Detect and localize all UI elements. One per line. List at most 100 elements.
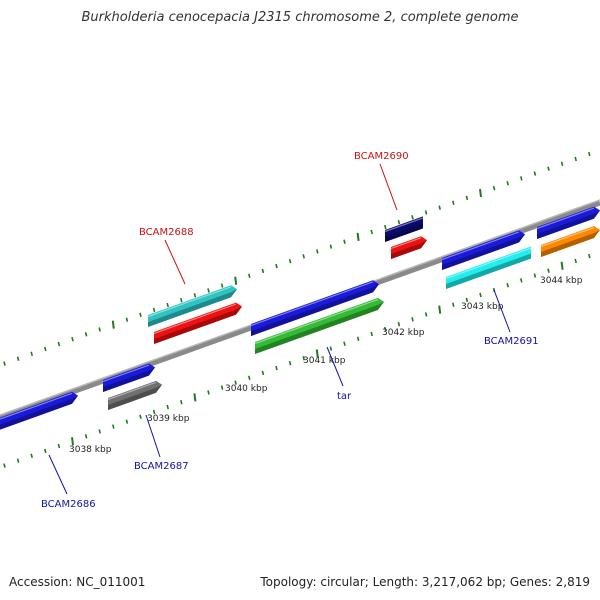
lower-tick [275,365,278,371]
lower-tick [207,390,210,395]
gene-shade [391,240,427,259]
upper-tick [329,244,333,249]
lower-tick [452,302,455,307]
gene-label[interactable]: tar [337,391,352,402]
upper-tick [111,320,115,329]
gene-highlight [107,381,157,401]
upper-tick [384,224,387,230]
gene-shade [103,367,155,392]
lower-tick [288,361,292,366]
upper-tick [452,200,455,205]
lower-tick [302,356,305,361]
gene-highlight [441,231,520,261]
gene-shade [446,252,531,289]
gene-arrow-g1 [0,391,78,430]
gene-arrow-g2 [102,363,155,392]
lower-tick [343,341,346,346]
map-title: Burkholderia cenocepacia J2315 chromosom… [81,10,519,25]
lower-tick [465,297,469,303]
upper-tick [411,215,414,220]
kbp-label: 3044 kbp [540,276,583,286]
lower-tick [125,419,129,424]
gene-shade [251,284,379,336]
upper-tick [220,283,224,288]
lower-tick [193,393,197,402]
lower-tick [506,283,509,288]
upper-tick [152,307,156,313]
upper-tick [397,220,401,225]
lower-tick [180,400,183,405]
gene-arrow-g13 [540,226,600,257]
gene-label[interactable]: BCAM2686 [41,499,96,510]
lower-tick [560,261,564,270]
label-connector [379,163,398,211]
upper-tick [492,185,496,191]
upper-tick [193,293,197,298]
gene-label[interactable]: BCAM2688 [139,227,194,238]
upper-tick [139,312,142,318]
gene-highlight [540,226,595,248]
lower-tick [57,443,61,449]
upper-tick [84,332,88,337]
kbp-label: 3038 kbp [69,445,112,455]
lower-tick [520,278,523,283]
upper-tick [574,156,577,162]
gene-arrow-g4 [147,285,237,327]
label-connectors [48,163,511,495]
upper-tick [234,276,238,285]
gene-highlight [147,286,232,318]
upper-tick [288,259,292,264]
upper-tick [343,239,346,244]
lower-tick [112,424,115,429]
upper-tick [125,317,129,322]
genome-summary: Topology: circular; Length: 3,217,062 bp… [260,575,590,589]
kbp-label: 3039 kbp [147,414,190,424]
gene-highlight [250,281,374,327]
upper-tick [547,166,550,171]
lower-tick [261,370,265,376]
gene-features [0,206,600,430]
kbp-label: 3042 kbp [382,328,425,338]
lower-tick [84,434,88,439]
gene-shade [255,301,384,354]
upper-tick [207,288,210,293]
lower-tick [397,322,401,327]
lower-tick [329,346,333,351]
gene-shade [0,395,78,430]
gene-arrow-g5 [153,302,242,344]
gene-arrow-g11 [445,246,532,289]
lower-tick [411,317,414,322]
gene-arrow-g3 [107,380,162,410]
upper-tick [248,273,251,279]
lower-tick [220,385,224,390]
upper-tick [71,337,74,342]
upper-tick [560,161,564,166]
tick-marks [3,151,591,468]
lower-tick [438,305,442,314]
gene-shade [148,289,237,327]
upper-tick [275,263,278,269]
upper-tick [479,188,482,198]
labels: 3038 kbp 3039 kbp 3040 kbp 3041 kbp 3042 kbp… [41,151,583,510]
gene-highlight [0,392,73,420]
gene-label[interactable]: BCAM2691 [484,336,539,347]
gene-highlight [384,217,424,233]
upper-tick [261,268,265,274]
lower-tick [588,253,591,259]
gene-label[interactable]: BCAM2690 [354,151,409,162]
upper-tick [520,176,523,181]
gene-highlight [102,364,150,383]
upper-tick [316,249,319,254]
gene-arrow-g9 [390,236,427,259]
upper-tick [180,298,183,303]
gene-shade [541,229,600,257]
label-connector [48,454,68,495]
lower-tick [234,380,237,385]
upper-tick [16,356,20,361]
gene-label[interactable]: BCAM2687 [134,461,189,472]
accession-text: Accession: NC_011001 [9,575,146,589]
upper-tick [438,205,441,210]
gene-highlight [153,303,237,335]
upper-tick [424,210,428,215]
